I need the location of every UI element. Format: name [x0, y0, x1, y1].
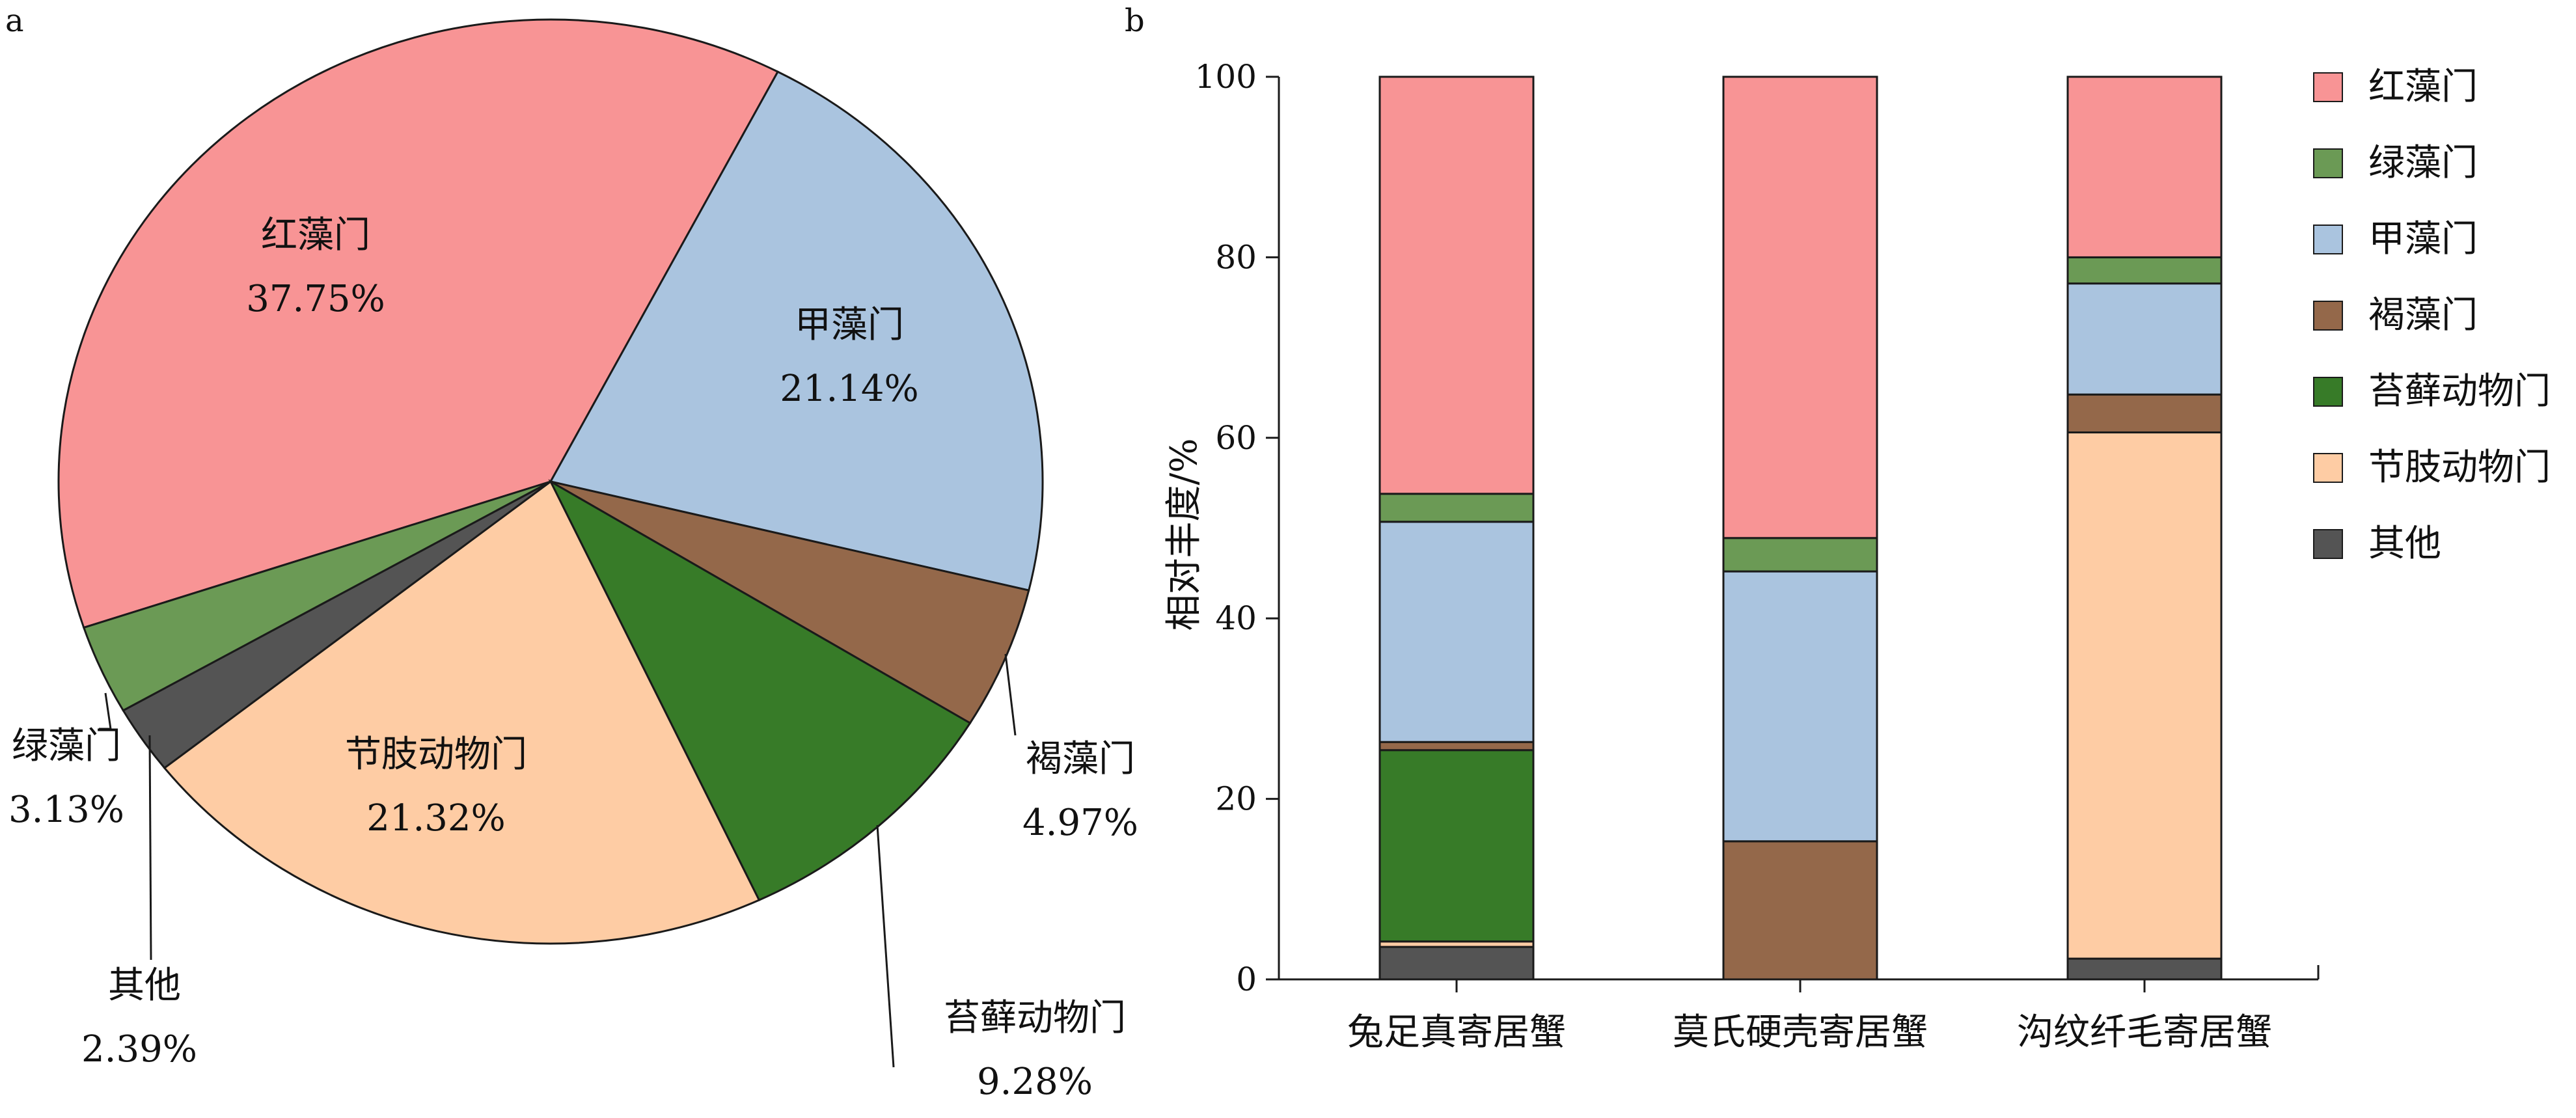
pie-slice-e88a82e882a2e58aa8e789a9e997a8 — [163, 480, 761, 945]
pie-leader-line-e88b94e89793e58aa8e789a9e997a8 — [876, 825, 895, 1068]
legend-label-e794b2e897bbe997a8: 甲藻门 — [2368, 218, 2478, 260]
pie-slice-percent-e88b94e89793e58aa8e789a9e997a8: 9.28% — [977, 1061, 1093, 1103]
pie-slice-percent-e7bbbfe897bbe997a8: 3.13% — [8, 789, 124, 831]
legend-swatch-e8a490e897bbe997a8 — [2313, 301, 2343, 331]
legend-swatch-e585b6e4bb96 — [2313, 529, 2343, 559]
bar-segment-e7baa2e897bbe997a8-0 — [1378, 75, 1535, 495]
pie-slice-e88b94e89793e58aa8e789a9e997a8 — [548, 479, 972, 902]
pie-slice-e794b2e897bbe997a8 — [549, 70, 1044, 592]
x-category-label: 莫氏硬壳寄居蟹 — [1673, 1011, 1928, 1054]
y-axis-title: 相对丰度/% — [1163, 438, 1205, 631]
pie-slice-label-e88b94e89793e58aa8e789a9e997a8: 苔藓动物门 — [944, 997, 1126, 1039]
pie-slice-percent-e794b2e897bbe997a8: 21.14% — [780, 368, 919, 410]
bar-segment-e88a82e882a2e58aa8e789a9e997a8-2 — [2066, 431, 2223, 960]
legend-label-e7bbbfe897bbe997a8: 绿藻门 — [2368, 142, 2478, 184]
y-tick-label: 20 — [1215, 780, 1257, 818]
legend-label-e7baa2e897bbe997a8: 红藻门 — [2368, 66, 2478, 108]
x-category-label: 兔足真寄居蟹 — [1347, 1011, 1566, 1054]
bar-segment-e585b6e4bb96-0 — [1378, 946, 1535, 981]
pie-slice-e7baa2e897bbe997a8 — [57, 18, 780, 629]
pie-slice-percent-e88a82e882a2e58aa8e789a9e997a8: 21.32% — [366, 797, 506, 839]
pie-slice-percent-e8a490e897bbe997a8: 4.97% — [1022, 802, 1138, 844]
pie-slice-label-e8a490e897bbe997a8: 褐藻门 — [1026, 738, 1135, 780]
y-tick-label: 100 — [1195, 58, 1257, 96]
pie-slice-e8a490e897bbe997a8 — [550, 480, 1030, 725]
x-category-label: 沟纹纤毛寄居蟹 — [2017, 1011, 2272, 1054]
y-tick-label: 0 — [1236, 961, 1257, 998]
panel-a-letter: a — [5, 3, 24, 39]
bar-segment-e794b2e897bbe997a8-1 — [1722, 570, 1878, 843]
bar-segment-e7bbbfe897bbe997a8-2 — [2066, 256, 2223, 285]
pie-slice-percent-e7baa2e897bbe997a8: 37.75% — [246, 278, 385, 320]
pie-slice-label-e7baa2e897bbe997a8: 红藻门 — [261, 214, 370, 256]
bar-segment-e8a490e897bbe997a8-2 — [2066, 393, 2223, 433]
y-tick-label: 40 — [1215, 599, 1257, 637]
legend-swatch-e7baa2e897bbe997a8 — [2313, 72, 2343, 102]
bar-segment-e7bbbfe897bbe997a8-0 — [1378, 493, 1535, 523]
legend-label-e88a82e882a2e58aa8e789a9e997a8: 节肢动物门 — [2368, 446, 2551, 489]
bar-segment-e8a490e897bbe997a8-0 — [1378, 741, 1535, 752]
pie-slice-label-e585b6e4bb96: 其他 — [108, 964, 181, 1007]
panel-b-letter: b — [1125, 3, 1145, 39]
legend-swatch-e7bbbfe897bbe997a8 — [2313, 148, 2343, 178]
pie-slice-e7bbbfe897bbe997a8 — [82, 480, 551, 712]
legend-swatch-e88a82e882a2e58aa8e789a9e997a8 — [2313, 453, 2343, 483]
pie-chart: 红藻门 37.75% 甲藻门 21.14% 褐藻门 4.97% 苔藓动物门 9.28% 节肢动物… — [8, 18, 1138, 1103]
bar-segment-e794b2e897bbe997a8-0 — [1378, 521, 1535, 743]
y-tick-label: 60 — [1215, 419, 1257, 457]
pie-leader-line-e8a490e897bbe997a8 — [1004, 653, 1017, 736]
stacked-bar-chart: 0 20 40 60 80 100 相对丰度/% 兔足真寄居蟹 莫氏硬壳寄居蟹 沟纹纤毛寄居蟹 红藻… — [1163, 58, 2551, 1054]
bar-segment-e7baa2e897bbe997a8-2 — [2066, 75, 2223, 258]
bar-segment-e7bbbfe897bbe997a8-1 — [1722, 537, 1878, 573]
bar-segment-e88b94e89793e58aa8e789a9e997a8-0 — [1378, 749, 1535, 943]
legend-swatch-e794b2e897bbe997a8 — [2313, 225, 2343, 254]
y-tick-label: 80 — [1215, 238, 1257, 276]
legend-label-e585b6e4bb96: 其他 — [2368, 523, 2441, 565]
legend-label-e8a490e897bbe997a8: 褐藻门 — [2368, 294, 2478, 336]
bar-segment-e585b6e4bb96-2 — [2066, 957, 2223, 981]
bar-segment-e794b2e897bbe997a8-2 — [2066, 282, 2223, 396]
pie-slice-label-e7bbbfe897bbe997a8: 绿藻门 — [12, 725, 121, 767]
pie-slice-percent-e585b6e4bb96: 2.39% — [81, 1028, 197, 1070]
pie-slice-label-e88a82e882a2e58aa8e789a9e997a8: 节肢动物门 — [345, 733, 527, 776]
bar-segment-e8a490e897bbe997a8-1 — [1722, 840, 1878, 981]
bar-segment-e7baa2e897bbe997a8-1 — [1722, 75, 1878, 539]
legend-swatch-e88b94e89793e58aa8e789a9e997a8 — [2313, 377, 2343, 407]
pie-slice-label-e794b2e897bbe997a8: 甲藻门 — [795, 304, 904, 346]
pie-leader-line-e585b6e4bb96 — [148, 735, 152, 961]
pie-leader-line-e7bbbfe897bbe997a8 — [99, 692, 112, 730]
legend-label-e88b94e89793e58aa8e789a9e997a8: 苔藓动物门 — [2368, 370, 2551, 413]
